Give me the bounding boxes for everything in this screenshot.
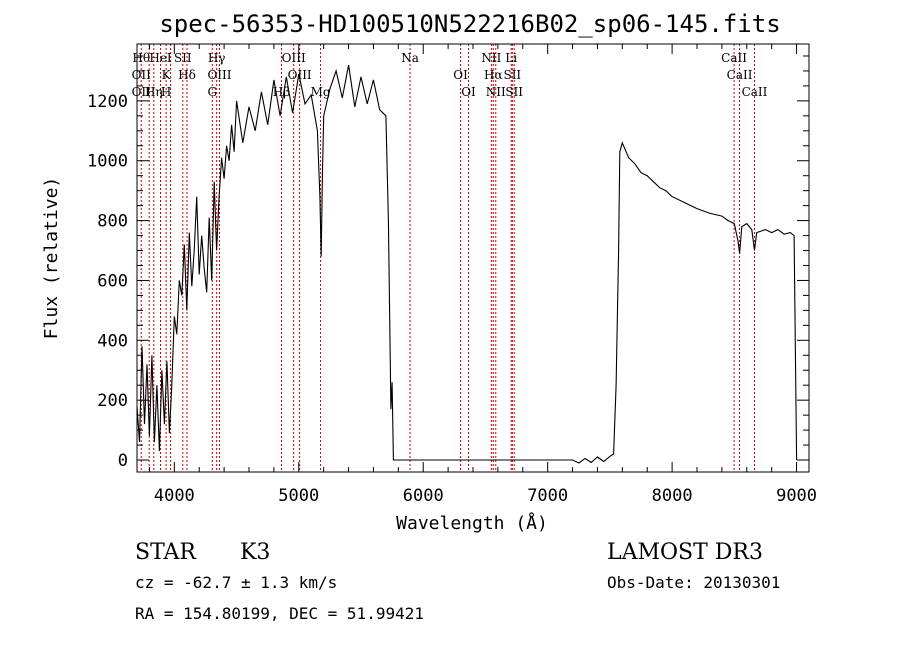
spectral-line-label: Hα — [484, 68, 503, 82]
spectral-line-label: SII — [503, 68, 521, 82]
spectral-line-label: Hγ — [208, 51, 226, 65]
redshift-cz: cz = -62.7 ± 1.3 km/s — [135, 573, 337, 592]
x-tick-label: 8000 — [652, 486, 693, 506]
spectral-line-label: NII — [481, 51, 501, 65]
coordinates: RA = 154.80199, DEC = 51.99421 — [135, 604, 424, 623]
spectral-line-label: NII — [486, 85, 506, 99]
y-tick-label: 200 — [97, 391, 128, 411]
spectral-line-label: HeI — [149, 51, 172, 65]
spectral-line-label: CaII — [727, 68, 753, 82]
object-class: STAR — [135, 540, 197, 565]
y-tick-label: 800 — [97, 212, 128, 232]
y-tick-label: 0 — [118, 451, 128, 471]
y-tick-label: 1200 — [87, 92, 128, 112]
spectral-line-label: Hδ — [178, 68, 196, 82]
spectral-line-label: Hη — [145, 85, 163, 99]
spectral-line-label: H — [161, 85, 171, 99]
x-tick-label: 6000 — [403, 486, 444, 506]
y-tick-label: 600 — [97, 271, 128, 291]
spectral-line-label: K — [162, 68, 172, 82]
spectral-line-label: OIII — [282, 51, 306, 65]
spectral-line-label: G — [207, 85, 217, 99]
spectral-line-labels: HθOIIOIIHηHeIKHSIIHδGHγOIIIHβOIIIOIIIMgN… — [132, 51, 768, 99]
object-subclass: K3 — [240, 540, 270, 565]
survey-name: LAMOST DR3 — [607, 540, 763, 565]
x-tick-label: 7000 — [527, 486, 568, 506]
spectral-line-label: CaII — [742, 85, 768, 99]
spectral-line-label: Li — [505, 51, 517, 65]
x-axis-label: Wavelength (Å) — [396, 512, 548, 534]
x-tick-label: 4000 — [154, 486, 195, 506]
y-axis-label: Flux (relative) — [41, 177, 62, 340]
spectral-line-label: SII — [505, 85, 523, 99]
y-tick-label: 1000 — [87, 152, 128, 172]
y-tick-label: 400 — [97, 331, 128, 351]
y-axis: 0 200 400 600 800 1000 1200 — [87, 55, 809, 471]
x-axis: 4000 5000 6000 7000 8000 9000 — [148, 44, 817, 506]
spectral-lines — [140, 44, 755, 472]
spectral-line-label: OI — [461, 85, 476, 99]
spectral-line-label: CaII — [721, 51, 747, 65]
spectral-line-label: OI — [453, 68, 468, 82]
chart-title: spec-56353-HD100510N522216B02_sp06-145.f… — [159, 10, 780, 38]
spectral-line-label: OII — [132, 85, 152, 99]
spectral-line-label: SII — [174, 51, 192, 65]
spectral-line-label: OII — [132, 68, 152, 82]
x-tick-label: 5000 — [278, 486, 319, 506]
x-tick-label: 9000 — [776, 486, 817, 506]
spectral-line-label: Hθ — [132, 51, 150, 65]
spectral-line-label: Na — [401, 51, 419, 65]
spectral-line-label: OIII — [207, 68, 231, 82]
spectrum-line — [136, 64, 798, 464]
obs-date: Obs-Date: 20130301 — [607, 573, 780, 592]
spectral-line-label: Mg — [311, 85, 331, 99]
spectral-line-label: OIII — [288, 68, 312, 82]
